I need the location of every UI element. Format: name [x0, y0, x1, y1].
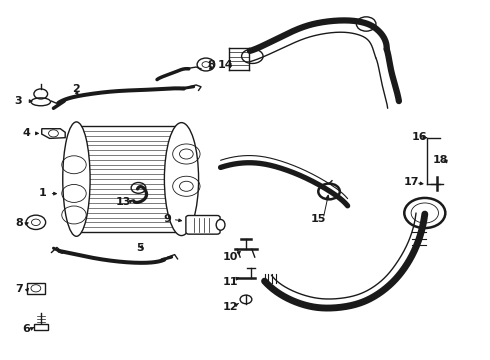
Text: 11: 11: [222, 277, 238, 287]
Text: 13: 13: [116, 197, 131, 207]
Text: 5: 5: [136, 243, 144, 253]
Text: 4: 4: [22, 129, 30, 138]
Text: 8: 8: [207, 60, 215, 70]
FancyBboxPatch shape: [186, 216, 220, 234]
Text: 17: 17: [403, 177, 419, 187]
Text: 7: 7: [15, 284, 23, 294]
Ellipse shape: [216, 220, 225, 230]
Text: 8: 8: [15, 218, 23, 228]
Ellipse shape: [164, 123, 198, 235]
Bar: [76, 126, 181, 232]
Polygon shape: [42, 129, 65, 138]
Text: 3: 3: [14, 96, 22, 106]
FancyBboxPatch shape: [27, 283, 45, 294]
Text: 10: 10: [222, 252, 238, 262]
Text: 9: 9: [163, 215, 171, 224]
Text: 18: 18: [433, 155, 448, 165]
Text: 2: 2: [73, 84, 80, 94]
Text: 12: 12: [222, 302, 238, 312]
Text: 6: 6: [22, 324, 30, 334]
Text: 15: 15: [311, 215, 326, 224]
Ellipse shape: [63, 122, 90, 236]
FancyBboxPatch shape: [34, 324, 48, 330]
Text: 1: 1: [38, 188, 46, 198]
Text: 16: 16: [412, 132, 428, 142]
Text: 14: 14: [218, 60, 233, 70]
Ellipse shape: [31, 98, 50, 106]
